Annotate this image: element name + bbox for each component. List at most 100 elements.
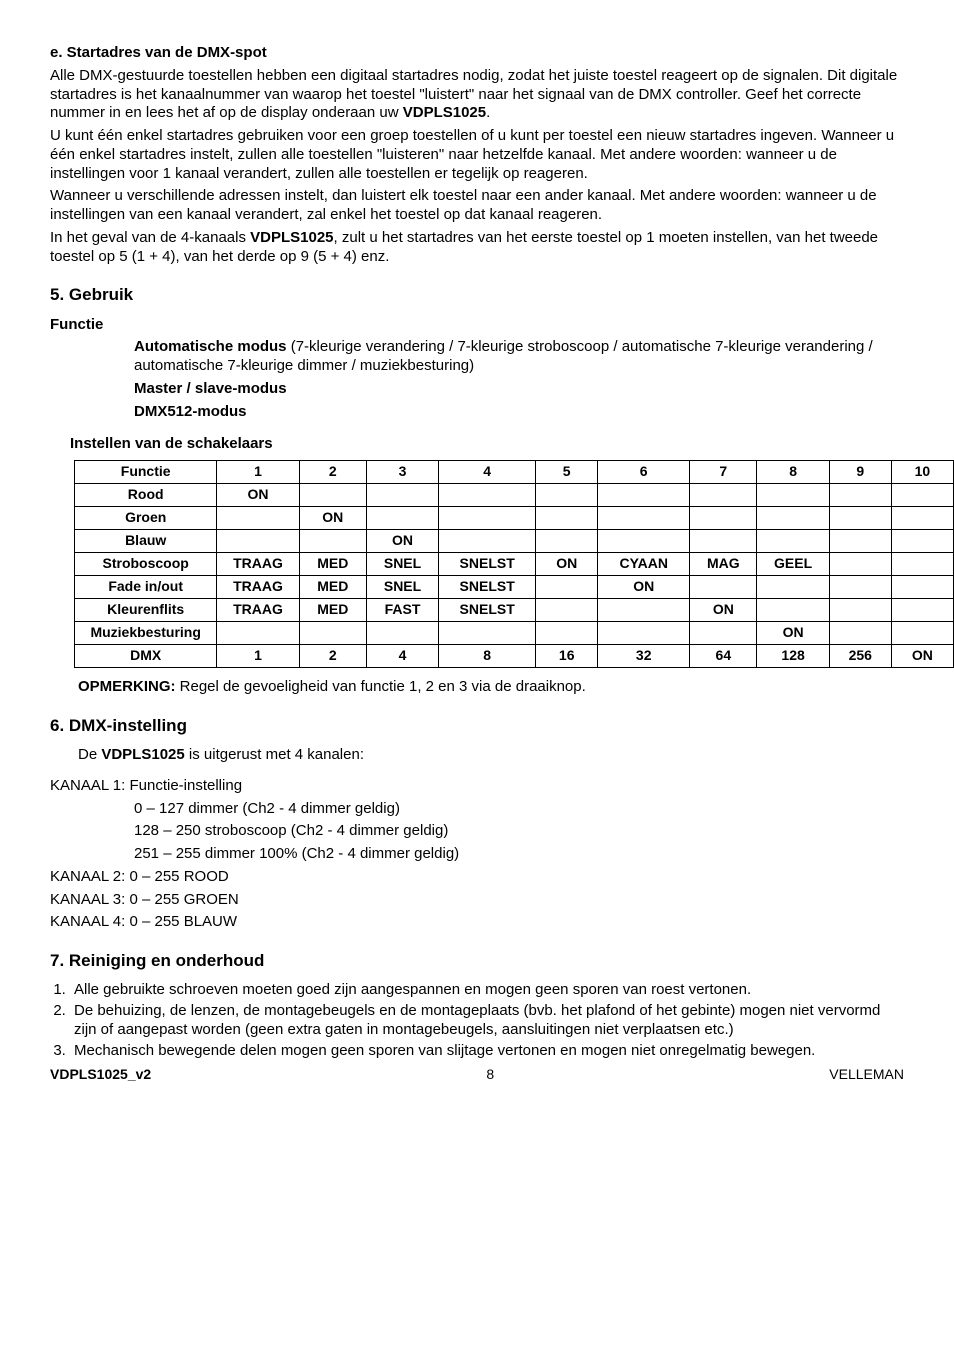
cell	[299, 484, 366, 507]
cell	[366, 484, 438, 507]
th: 2	[299, 461, 366, 484]
kanaal1-a: 0 – 127 dimmer (Ch2 - 4 dimmer geldig)	[134, 800, 904, 819]
kanaal1-b: 128 – 250 stroboscoop (Ch2 - 4 dimmer ge…	[134, 822, 904, 841]
page-footer: VDPLS1025_v2 8 VELLEMAN	[50, 1066, 904, 1084]
cell	[690, 576, 757, 599]
text: Regel de gevoeligheid van functie 1, 2 e…	[176, 678, 586, 695]
kanaal1-c: 251 – 255 dimmer 100% (Ch2 - 4 dimmer ge…	[134, 845, 904, 864]
opmerking: OPMERKING: Regel de gevoeligheid van fun…	[78, 678, 904, 697]
cell: 128	[757, 645, 829, 668]
cell	[891, 507, 953, 530]
cell: 2	[299, 645, 366, 668]
table-header-row: Functie 1 2 3 4 5 6 7 8 9 10	[75, 461, 954, 484]
cell	[366, 622, 438, 645]
cell	[217, 622, 299, 645]
table-row: BlauwON	[75, 530, 954, 553]
cell: SNEL	[366, 576, 438, 599]
text-bold: Automatische modus	[134, 338, 287, 355]
cell	[217, 507, 299, 530]
cell	[439, 507, 536, 530]
cell	[829, 576, 891, 599]
th: 10	[891, 461, 953, 484]
switch-table: Functie 1 2 3 4 5 6 7 8 9 10 RoodONGroen…	[74, 460, 954, 668]
text-bold: VDPLS1025	[250, 229, 333, 246]
cell: ON	[217, 484, 299, 507]
row-label: DMX	[75, 645, 217, 668]
cell	[439, 530, 536, 553]
th: 5	[536, 461, 598, 484]
cell	[536, 599, 598, 622]
cell	[891, 599, 953, 622]
functie-label: Functie	[50, 316, 904, 335]
cell	[598, 622, 690, 645]
cell: MED	[299, 576, 366, 599]
cell	[439, 622, 536, 645]
cell: 64	[690, 645, 757, 668]
footer-right: VELLEMAN	[829, 1066, 904, 1084]
cell	[690, 530, 757, 553]
cell: 1	[217, 645, 299, 668]
section-7-title: 7. Reiniging en onderhoud	[50, 950, 904, 971]
cell: TRAAG	[217, 553, 299, 576]
cell	[598, 507, 690, 530]
para-e4: In het geval van de 4-kanaals VDPLS1025,…	[50, 229, 904, 267]
cell	[891, 484, 953, 507]
row-label: Fade in/out	[75, 576, 217, 599]
cell	[829, 484, 891, 507]
row-label: Stroboscoop	[75, 553, 217, 576]
text: De	[78, 746, 101, 763]
kanaal1-label: KANAAL 1: Functie-instelling	[50, 777, 904, 796]
cell	[299, 622, 366, 645]
cell: SNELST	[439, 599, 536, 622]
cell: ON	[757, 622, 829, 645]
text: In het geval van de 4-kanaals	[50, 229, 250, 246]
kanaal4: KANAAL 4: 0 – 255 BLAUW	[50, 913, 904, 932]
auto-modus: Automatische modus (7-kleurige veranderi…	[134, 338, 904, 376]
cell: SNEL	[366, 553, 438, 576]
cell	[690, 484, 757, 507]
table-row: GroenON	[75, 507, 954, 530]
row-label: Muziekbesturing	[75, 622, 217, 645]
table-row: KleurenflitsTRAAGMEDFASTSNELSTON	[75, 599, 954, 622]
footer-center: 8	[486, 1066, 494, 1084]
section-5-title: 5. Gebruik	[50, 284, 904, 305]
instellen-label: Instellen van de schakelaars	[70, 435, 904, 454]
cell: SNELST	[439, 553, 536, 576]
cell	[757, 507, 829, 530]
kanaal2: KANAAL 2: 0 – 255 ROOD	[50, 868, 904, 887]
th: 3	[366, 461, 438, 484]
master-modus: Master / slave-modus	[134, 380, 904, 399]
cell	[891, 553, 953, 576]
cell: 32	[598, 645, 690, 668]
cell	[299, 530, 366, 553]
table-row: Fade in/outTRAAGMEDSNELSNELSTON	[75, 576, 954, 599]
section-6-title: 6. DMX-instelling	[50, 715, 904, 736]
cell: 4	[366, 645, 438, 668]
th: Functie	[75, 461, 217, 484]
cell	[439, 484, 536, 507]
cell: MAG	[690, 553, 757, 576]
cell	[598, 530, 690, 553]
para-e2: U kunt één enkel startadres gebruiken vo…	[50, 127, 904, 183]
para-e1: Alle DMX-gestuurde toestellen hebben een…	[50, 67, 904, 123]
para-e3: Wanneer u verschillende adressen instelt…	[50, 187, 904, 225]
cell	[757, 576, 829, 599]
cell: MED	[299, 599, 366, 622]
cell	[757, 484, 829, 507]
cell	[829, 507, 891, 530]
cell	[217, 530, 299, 553]
cell	[829, 530, 891, 553]
cell	[829, 599, 891, 622]
cell	[829, 553, 891, 576]
cell	[536, 622, 598, 645]
cell	[598, 599, 690, 622]
cell: ON	[366, 530, 438, 553]
row-label: Rood	[75, 484, 217, 507]
cell: ON	[536, 553, 598, 576]
cell	[536, 484, 598, 507]
cell	[891, 530, 953, 553]
row-label: Groen	[75, 507, 217, 530]
table-row: RoodON	[75, 484, 954, 507]
cell: ON	[690, 599, 757, 622]
text: .	[486, 104, 490, 121]
